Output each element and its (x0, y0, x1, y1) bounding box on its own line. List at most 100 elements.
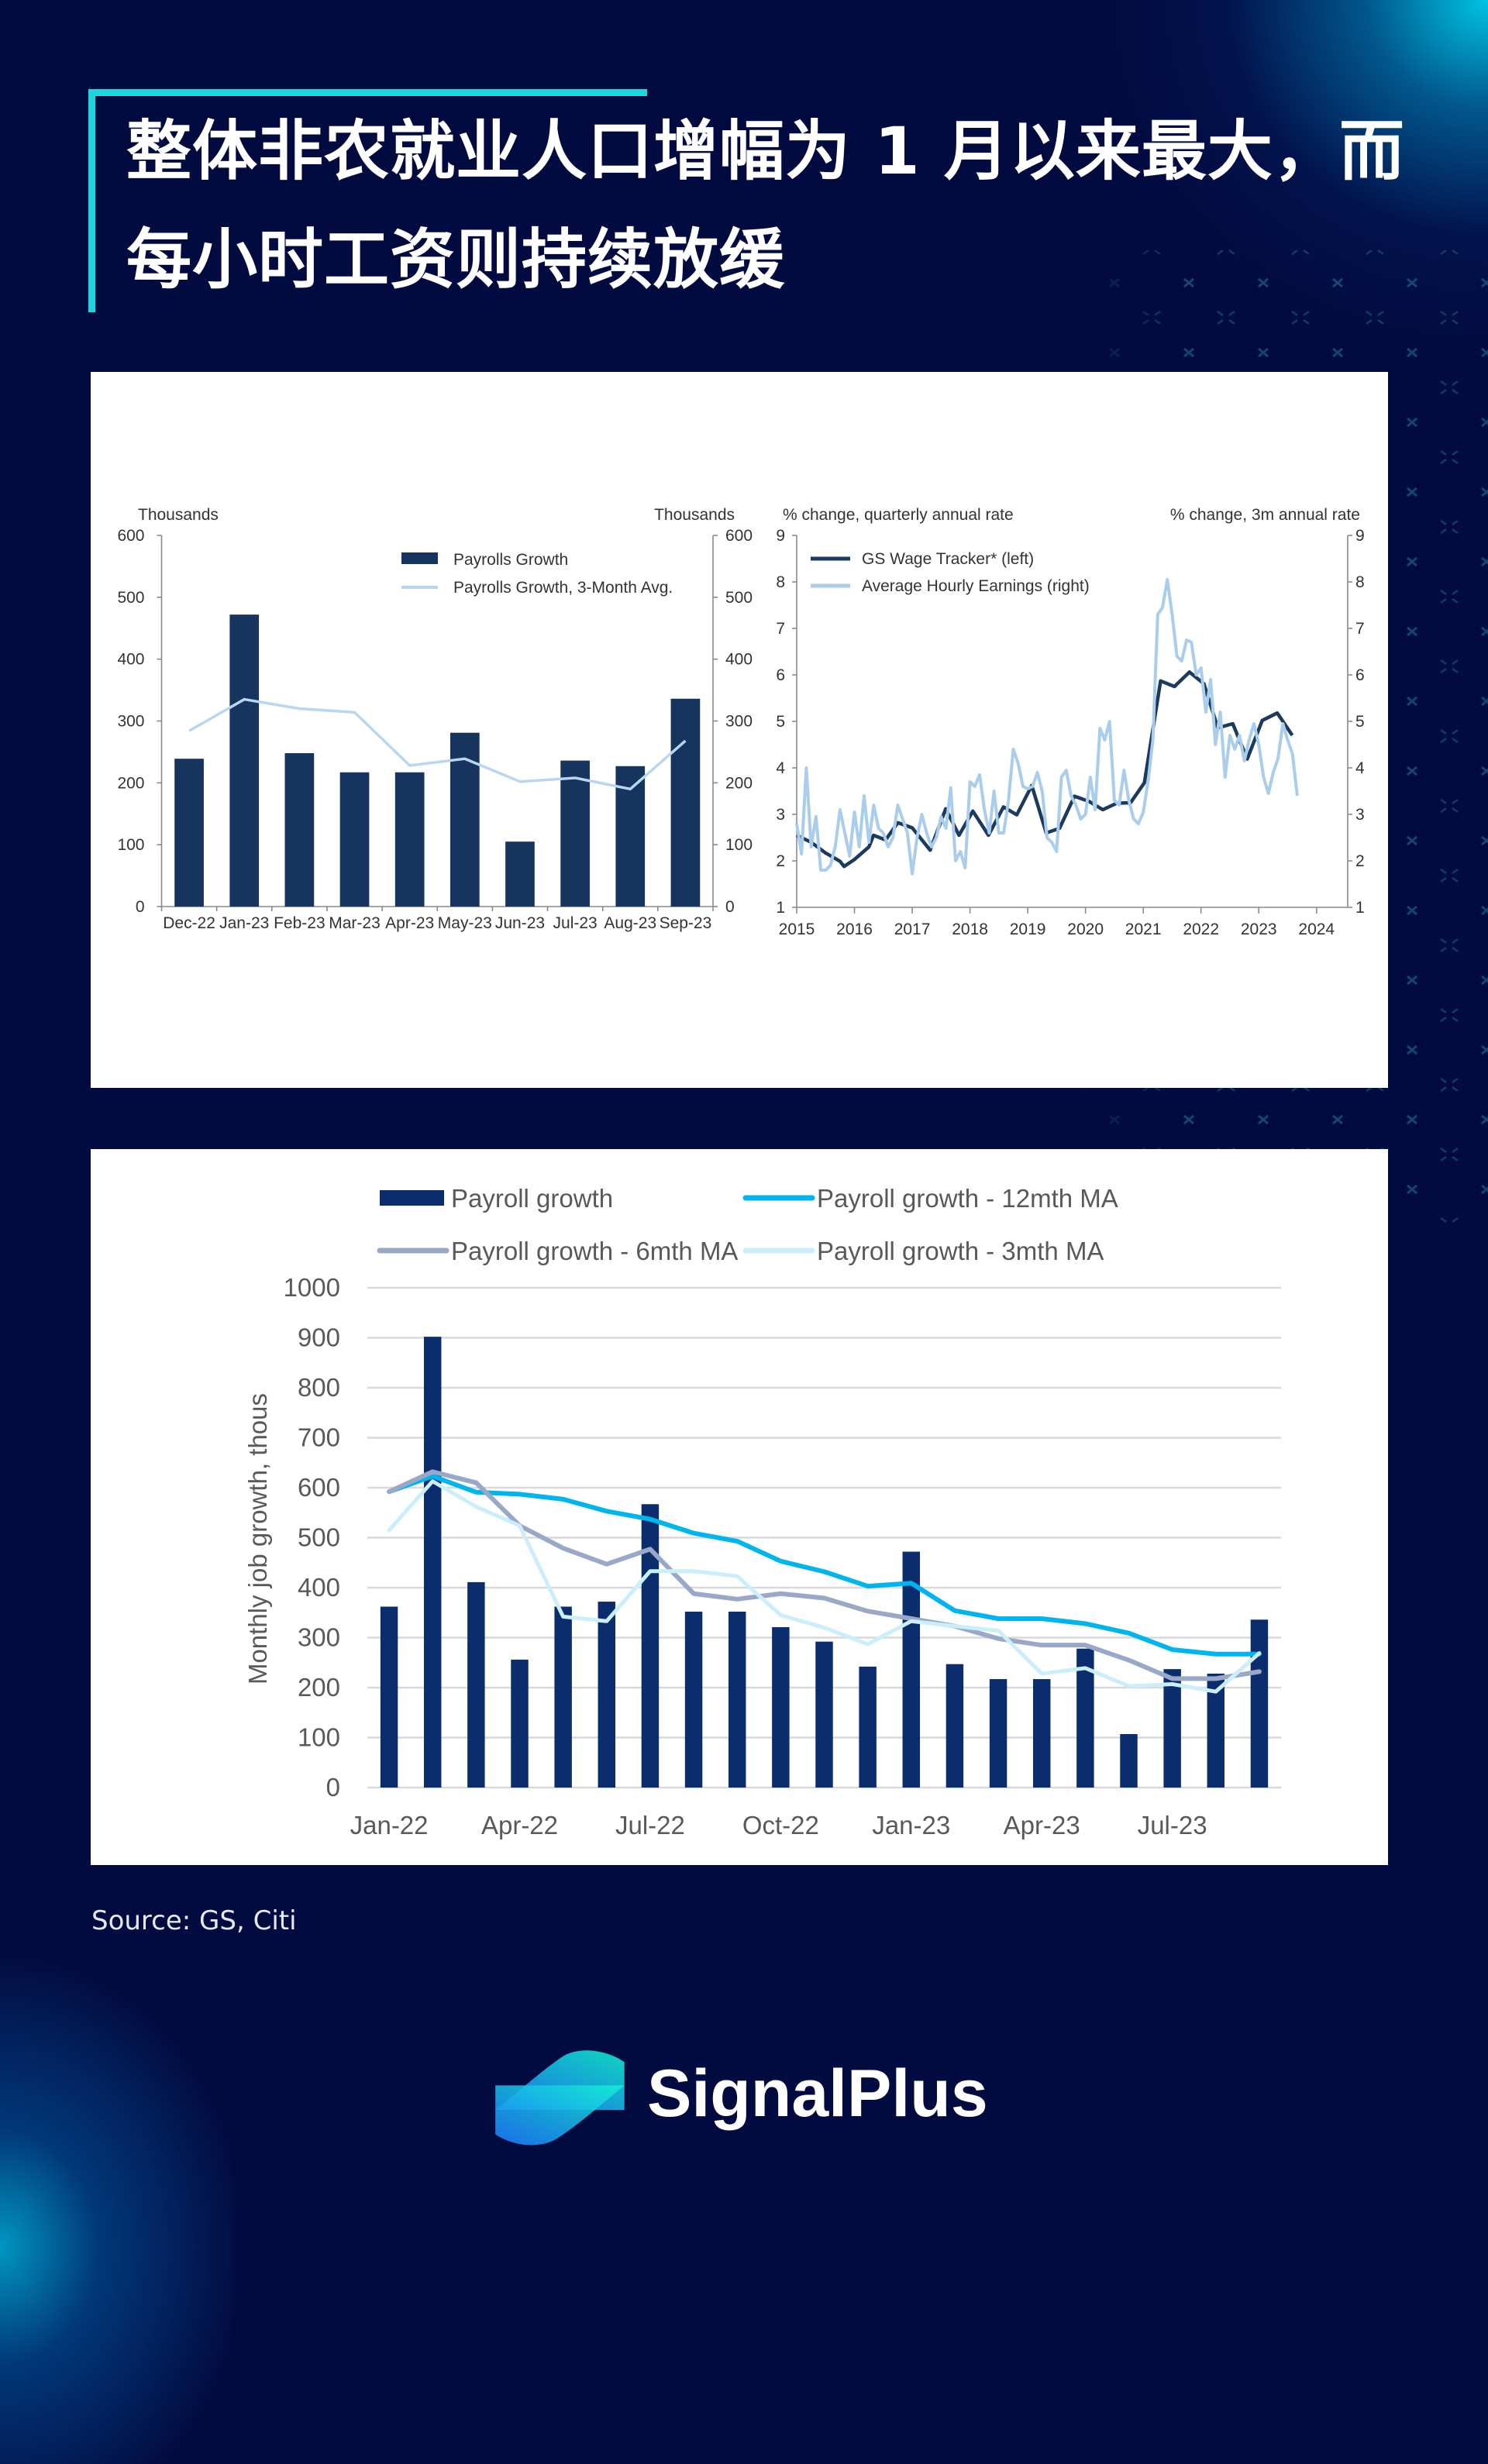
bar-jan-23 (229, 614, 260, 907)
right-y-tick-label: 9 (1355, 527, 1365, 545)
bar-apr-23 (394, 772, 425, 907)
x-tick-label-2023: 2023 (1241, 921, 1277, 938)
y-tick-label: 800 (298, 1373, 340, 1402)
bar-sep-23 (1250, 1619, 1269, 1788)
x-tick-label-jan-23: Jan-23 (219, 914, 269, 932)
x-tick-label-apr-23: Apr-23 (385, 914, 434, 932)
payroll-moving-average-chart: 0 100 200 300 400 500 600 700 800 900 1000 Jan-22 Ap… (243, 1184, 1281, 1839)
x-tick-label-2017: 2017 (894, 921, 931, 938)
left-axis-title: % change, quarterly annual rate (783, 506, 1014, 524)
chart-panel-bottom: 0 100 200 300 400 500 600 700 800 900 1000 Jan-22 Ap… (91, 1149, 1388, 1865)
right-y-tick-label: 6 (1355, 666, 1365, 684)
page-title-line-1: 整体非农就业人口增幅为 1 月以来最大，而 (126, 113, 1405, 189)
bar-feb-23 (284, 753, 315, 907)
y-axis-title: Monthly job growth, thous (243, 1393, 272, 1685)
left-y-tick-label: 2 (776, 852, 785, 870)
right-y-tick-label: 200 (725, 774, 753, 792)
x-tick-label-apr-23: Apr-23 (1004, 1811, 1080, 1839)
legend-label-average-hourly-earnings: Average Hourly Earnings (right) (862, 577, 1090, 595)
top-charts-svg: 0 0 100 100 200 200 300 300 400 400 500 500 600 600 De… (117, 506, 1365, 938)
x-tick-label-sep-23: Sep-23 (660, 914, 712, 932)
left-y-tick-label: 400 (117, 651, 144, 669)
legend-label-payroll-growth-12mth-ma: Payroll growth - 12mth MA (817, 1184, 1118, 1213)
x-tick-label-2021: 2021 (1125, 921, 1162, 938)
bar-aug-22 (684, 1611, 703, 1788)
right-axis-title: % change, 3m annual rate (1170, 506, 1360, 524)
x-tick-label-2018: 2018 (952, 921, 988, 938)
right-y-tick-label: 1 (1355, 899, 1365, 917)
y-tick-label: 1000 (284, 1273, 340, 1302)
legend-label-gs-wage-tracker: GS Wage Tracker* (left) (862, 550, 1034, 568)
bar-sep-23 (670, 698, 701, 907)
legend-label-payrolls-growth: Payrolls Growth (453, 551, 568, 569)
x-tick-label-2024: 2024 (1298, 921, 1335, 938)
left-y-tick-label: 6 (776, 666, 785, 684)
bar-may-22 (554, 1606, 572, 1788)
left-axis-title: Thousands (138, 506, 219, 524)
title-accent-bar-horizontal (88, 89, 647, 96)
bottom-chart-svg: 0 100 200 300 400 500 600 700 800 900 1000 Jan-22 Ap… (243, 1184, 1281, 1839)
line-payrolls-growth-3-month-avg (188, 697, 687, 791)
bar-jun-23 (505, 841, 535, 907)
left-y-tick-label: 500 (117, 589, 144, 607)
legend-label-3-month-avg: Payrolls Growth, 3-Month Avg. (453, 579, 673, 597)
y-tick-label: 100 (298, 1723, 340, 1752)
line-payroll-growth-6mth-ma (387, 1469, 1262, 1681)
x-tick-label-jun-23: Jun-23 (495, 914, 545, 932)
payrolls-growth-chart: 0 0 100 100 200 200 300 300 400 400 500 500 600 600 De… (117, 506, 753, 932)
y-tick-label: 500 (298, 1523, 340, 1552)
bar-mar-23 (989, 1679, 1008, 1788)
bar-dec-22 (859, 1666, 877, 1788)
x-tick-label-2022: 2022 (1183, 921, 1219, 938)
x-tick-label-oct-22: Oct-22 (742, 1811, 819, 1839)
y-tick-label: 700 (298, 1423, 340, 1452)
bar-mar-23 (339, 772, 370, 907)
signalplus-logo-icon (495, 2050, 625, 2146)
x-tick-label-may-23: May-23 (438, 914, 492, 932)
y-tick-label: 900 (298, 1323, 340, 1352)
bar-mar-22 (467, 1581, 485, 1788)
x-tick-label-jan-22: Jan-22 (350, 1811, 429, 1839)
bar-sep-22 (728, 1611, 746, 1788)
right-y-tick-label: 4 (1355, 759, 1365, 777)
right-y-tick-label: 600 (725, 527, 753, 545)
bar-aug-23 (1207, 1673, 1225, 1788)
left-y-tick-label: 7 (776, 620, 785, 638)
x-tick-label-jan-23: Jan-23 (872, 1811, 950, 1839)
bar-nov-22 (815, 1641, 833, 1788)
bar-feb-23 (946, 1664, 964, 1788)
page-title-line-2: 每小时工资则持续放缓 (126, 222, 786, 298)
right-y-tick-label: 500 (725, 589, 753, 607)
x-tick-label-2016: 2016 (836, 921, 873, 938)
left-y-tick-label: 200 (117, 774, 144, 792)
y-tick-label: 0 (326, 1773, 340, 1802)
right-y-tick-label: 300 (725, 713, 753, 731)
x-tick-label-dec-22: Dec-22 (163, 914, 215, 932)
right-y-tick-label: 8 (1355, 573, 1365, 591)
right-y-tick-label: 7 (1355, 620, 1365, 638)
x-tick-label-aug-23: Aug-23 (604, 914, 656, 932)
bar-feb-22 (423, 1337, 442, 1788)
legend-swatch-payroll-growth (380, 1190, 444, 1206)
bar-jul-22 (641, 1504, 660, 1788)
left-y-tick-label: 300 (117, 713, 144, 731)
bar-jun-22 (598, 1602, 616, 1788)
bar-jul-23 (1163, 1669, 1181, 1788)
line-payroll-growth-12mth-ma (387, 1474, 1262, 1657)
legend-label-payroll-growth-3mth-ma: Payroll growth - 3mth MA (817, 1237, 1104, 1265)
right-y-tick-label: 3 (1355, 806, 1365, 824)
x-tick-label-2019: 2019 (1010, 921, 1046, 938)
left-y-tick-label: 5 (776, 713, 785, 731)
title-accent-bar-vertical (88, 89, 95, 312)
x-tick-label-jul-23: Jul-23 (1138, 1811, 1207, 1839)
legend-swatch-payrolls-growth (401, 552, 438, 564)
brand-name: SignalPlus (647, 2056, 988, 2131)
bar-oct-22 (772, 1626, 790, 1788)
left-y-tick-label: 0 (136, 898, 145, 916)
y-tick-label: 600 (298, 1473, 340, 1502)
line-payroll-growth-3mth-ma (387, 1479, 1262, 1694)
y-tick-label: 400 (298, 1573, 340, 1602)
bar-jan-23 (902, 1551, 921, 1788)
bar-may-23 (1076, 1648, 1094, 1788)
x-tick-label-feb-23: Feb-23 (274, 914, 326, 932)
